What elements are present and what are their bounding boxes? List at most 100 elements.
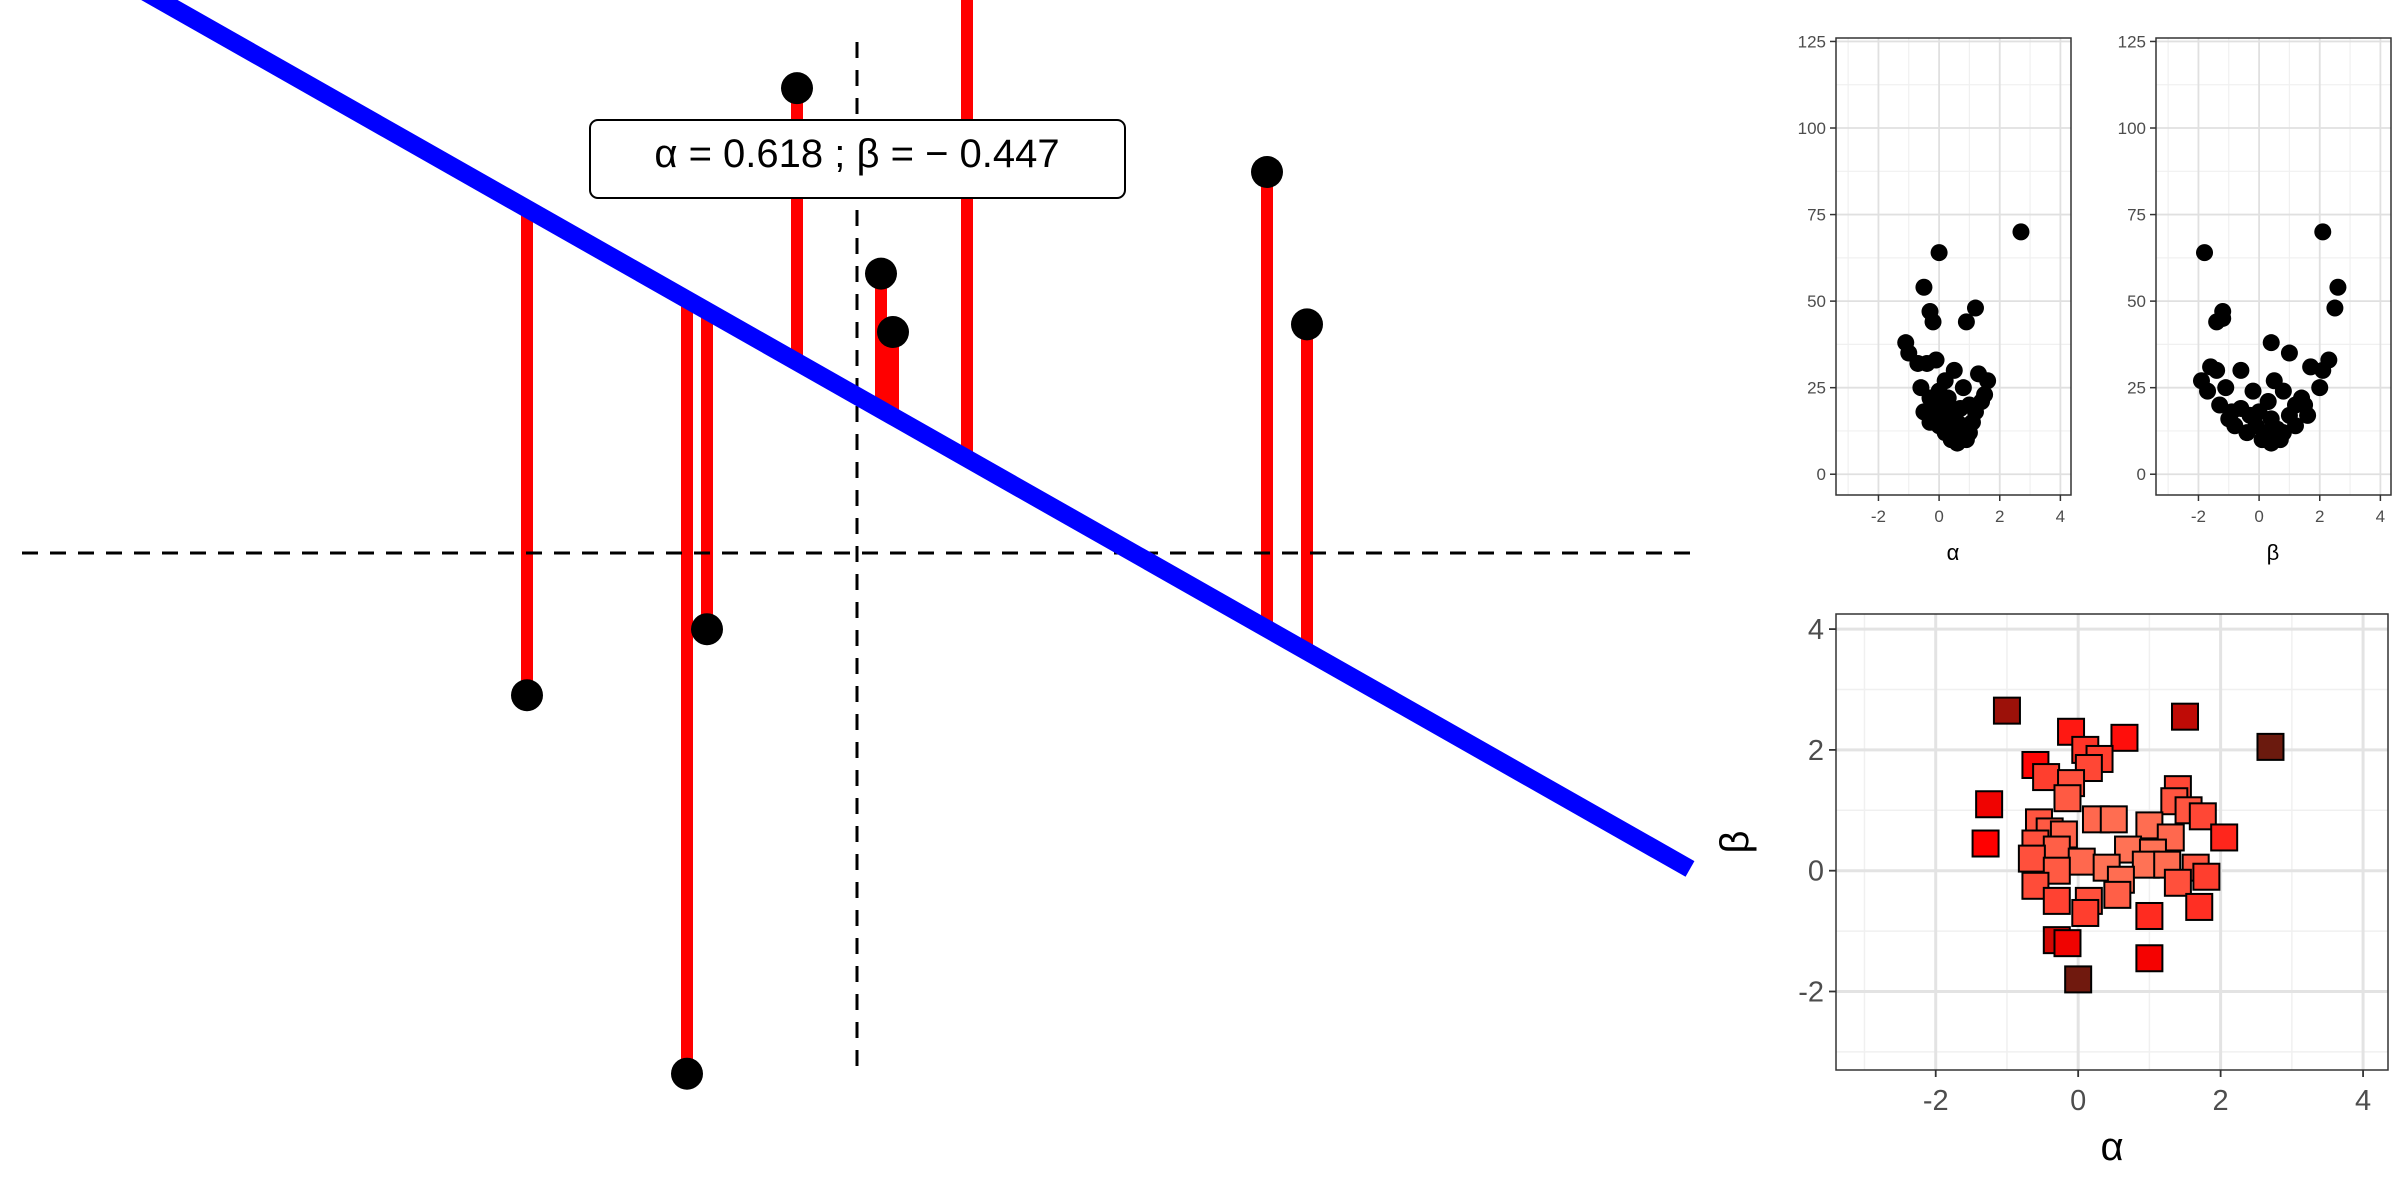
panel-background: [1836, 614, 2388, 1070]
loss-point: [2217, 379, 2235, 397]
parameter-square: [2067, 847, 2096, 876]
loss-point: [1915, 278, 1933, 296]
regression-plot: α = 0.618 ; β = − 0.447: [22, 0, 1695, 1090]
loss-point: [2244, 382, 2262, 400]
loss-point: [2232, 361, 2250, 379]
loss-point: [1924, 313, 1942, 331]
y-tick-label: 75: [2127, 206, 2146, 225]
x-tick-label: -2: [1871, 507, 1886, 526]
loss-point: [2314, 223, 2332, 241]
loss-point: [1966, 299, 1984, 317]
x-tick-label: 0: [2070, 1085, 2086, 1117]
alpha-beta-panel: -2 0 2 4 -2 0 2 4 α β: [1713, 613, 2389, 1169]
loss-point: [1976, 386, 1994, 404]
panel-gridlines: [1836, 38, 2071, 495]
annotation-box: [589, 119, 1126, 199]
parameter-square: [2192, 862, 2221, 891]
loss-point: [1945, 406, 1963, 424]
loss-point: [2299, 406, 2317, 424]
parameter-square: [2042, 856, 2071, 885]
x-tick-labels: -2 0 2 4: [1871, 495, 2065, 526]
x-axis-title: β: [2267, 540, 2280, 565]
x-tick-label: 2: [1995, 507, 2004, 526]
x-tick-label: 0: [1934, 507, 1943, 526]
loss-point: [1979, 372, 1997, 390]
y-tick-label: 4: [1808, 614, 1824, 646]
y-axis-title: β: [1713, 830, 1757, 853]
data-points: [511, 72, 1323, 1090]
data-point: [511, 679, 543, 712]
parameter-square: [2017, 844, 2046, 873]
y-tick-label: 25: [1807, 379, 1826, 398]
y-tick-labels: 0 25 50 75 100 125: [1798, 32, 1836, 484]
loss-point: [1930, 244, 1948, 262]
loss-point: [2293, 389, 2311, 407]
y-tick-label: 100: [1798, 119, 1826, 138]
loss-point: [2262, 434, 2280, 452]
data-point: [691, 613, 723, 646]
x-tick-label: 2: [2315, 507, 2324, 526]
x-tick-label: 4: [2056, 507, 2065, 526]
y-tick-labels: -2 0 2 4: [1798, 614, 1836, 1008]
loss-point: [2238, 424, 2256, 442]
x-tick-label: 4: [2376, 507, 2385, 526]
y-tick-label: 125: [1798, 32, 1826, 51]
loss-point: [1948, 434, 1966, 452]
loss-vs-beta-panel: 0 25 50 75 100 125 -2 0 2 4 β: [2118, 32, 2392, 565]
y-tick-label: -2: [1798, 976, 1824, 1008]
loss-point: [1927, 351, 1945, 369]
loss-point: [2274, 382, 2292, 400]
data-point: [671, 1057, 703, 1090]
parameter-square: [2110, 723, 2139, 752]
panel-points: [2192, 223, 2347, 452]
parameter-square: [2103, 880, 2132, 909]
loss-point: [2262, 334, 2280, 352]
y-tick-label: 125: [2118, 32, 2146, 51]
fitted-line: [141, 0, 1695, 877]
loss-point: [2223, 403, 2241, 421]
parameter-square: [2042, 886, 2071, 915]
y-tick-label: 50: [1807, 292, 1826, 311]
parameter-annotation: α = 0.618 ; β = − 0.447: [589, 119, 1126, 199]
y-tick-label: 100: [2118, 119, 2146, 138]
x-tick-label: 4: [2355, 1085, 2371, 1117]
parameter-square: [2099, 805, 2128, 834]
parameter-square: [2053, 929, 2082, 958]
parameter-square: [2071, 898, 2100, 927]
loss-point: [2012, 223, 2030, 241]
y-tick-label: 0: [1817, 465, 1826, 484]
parameter-square: [2163, 868, 2192, 897]
y-tick-label: 2: [1808, 735, 1824, 767]
data-point: [877, 316, 909, 349]
parameter-square: [1975, 790, 2004, 819]
panel-border: [2155, 37, 2392, 496]
loss-point: [2214, 309, 2232, 327]
data-point: [865, 257, 897, 290]
y-tick-label: 75: [1807, 206, 1826, 225]
parameter-square: [2053, 784, 2082, 813]
panel-border: [1835, 37, 2072, 496]
x-axis-title: α: [1947, 540, 1960, 565]
loss-point: [2196, 244, 2214, 262]
parameter-square: [2135, 901, 2164, 930]
x-axis-title: α: [2100, 1125, 2123, 1169]
parameter-square: [2057, 717, 2086, 746]
loss-vs-alpha-panel: 0 25 50 75 100 125 -2 0 2 4 α: [1798, 32, 2072, 565]
parameter-square: [2210, 823, 2239, 852]
data-point: [1291, 308, 1323, 341]
y-tick-label: 0: [2137, 465, 2146, 484]
x-tick-label: -2: [1923, 1085, 1949, 1117]
loss-point: [2314, 361, 2332, 379]
annotation-text: α = 0.618 ; β = − 0.447: [654, 132, 1059, 176]
parameter-square: [2256, 732, 2285, 761]
panel-border: [1835, 613, 2389, 1071]
parameter-square: [2185, 892, 2214, 921]
parameter-square: [1992, 696, 2021, 725]
parameter-square: [2188, 802, 2217, 831]
loss-point: [2208, 361, 2226, 379]
parameter-square: [2171, 702, 2200, 731]
panel-gridlines: [2156, 38, 2391, 495]
data-point: [781, 72, 813, 105]
loss-point: [2311, 379, 2329, 397]
loss-point: [2326, 299, 2344, 317]
